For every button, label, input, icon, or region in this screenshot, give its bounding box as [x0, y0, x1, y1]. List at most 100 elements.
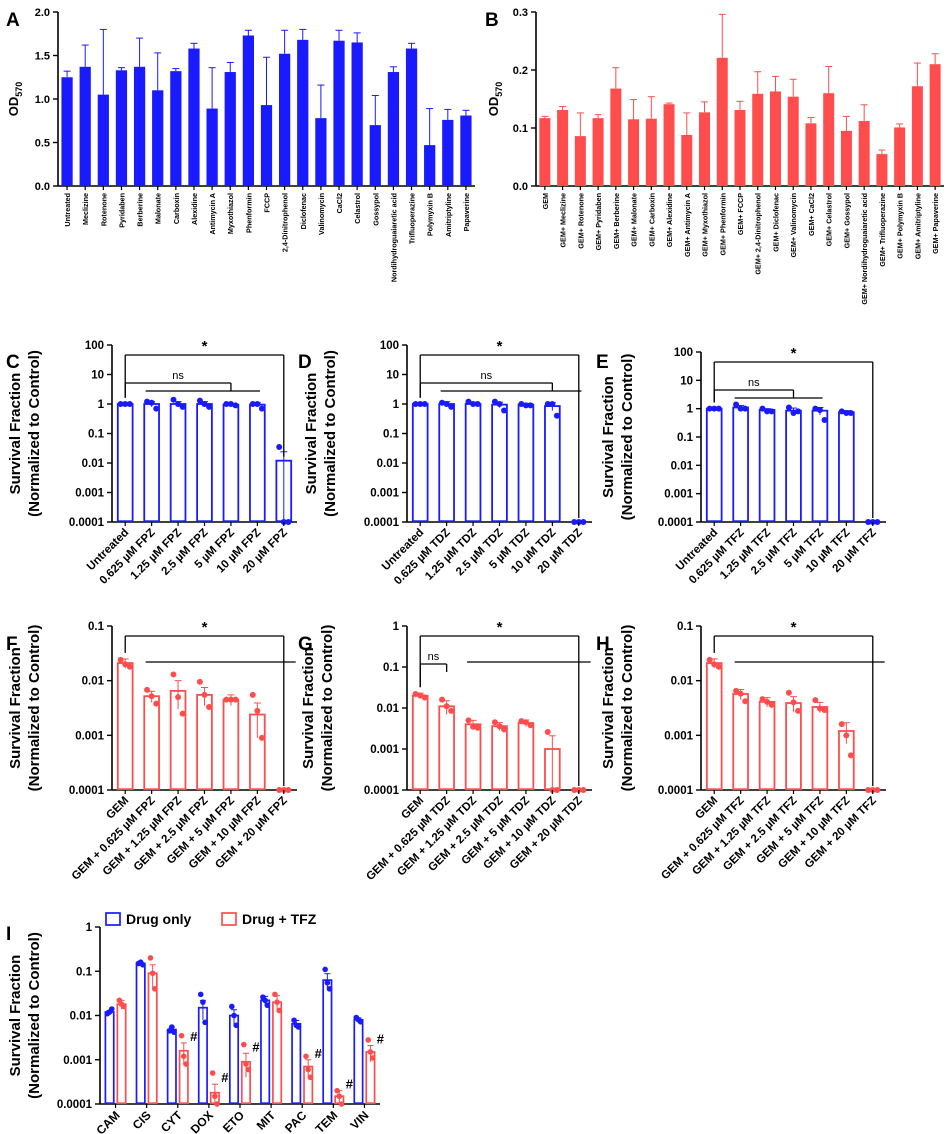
- bar: [222, 403, 240, 523]
- y-axis-label: Survival Fraction: [300, 647, 317, 769]
- significance-mark: #: [221, 1070, 229, 1085]
- bar: [442, 119, 454, 186]
- data-point: [501, 407, 508, 414]
- data-point: [790, 410, 797, 417]
- x-tick-label: Myxothiazol: [226, 193, 235, 234]
- x-tick-label: CYT: [158, 1108, 185, 1134]
- x-tick-label: ETO: [220, 1108, 247, 1134]
- y-axis-label-subscript: 570: [14, 82, 24, 97]
- y-tick-label: 0.5: [35, 138, 50, 150]
- bar: [544, 405, 561, 523]
- y-tick-label: 0.1: [383, 429, 400, 441]
- bar: [116, 403, 134, 523]
- panel-F: F 0.0001 0.001 0.01 0.1 Survival Fraction (Nor…: [6, 619, 297, 883]
- bar: [424, 145, 436, 186]
- y-tick-label: 0.001: [63, 1055, 92, 1067]
- bar: [716, 57, 728, 186]
- data-point: [417, 692, 424, 699]
- significance-label: ns: [748, 377, 760, 389]
- y-tick-label: 1.5: [35, 51, 50, 63]
- data-point: [785, 404, 792, 411]
- data-point: [223, 401, 230, 407]
- y-axis-label: Survival Fraction: [600, 647, 617, 769]
- data-point: [144, 686, 151, 693]
- y-axis-label: OD570: [486, 82, 504, 117]
- bar: [491, 725, 508, 791]
- y-axis-label-secondary: (Normalized to Control): [319, 625, 336, 792]
- data-point: [229, 1003, 235, 1010]
- data-point: [715, 405, 722, 412]
- data-point: [108, 1006, 115, 1012]
- data-point: [553, 787, 560, 793]
- x-tick-label: GEM+ Malonate: [630, 193, 639, 247]
- y-axis-label-secondary: (Normalized to Control): [619, 354, 636, 521]
- y-tick-label: 1.0: [35, 94, 50, 106]
- y-tick-label: 0.01: [82, 458, 105, 470]
- panel-I: I 0.0001 0.001 0.01 0.1 1 Survival Fraction (No…: [6, 911, 385, 1134]
- bar: [224, 72, 236, 186]
- data-point: [122, 661, 129, 668]
- data-point: [549, 401, 556, 407]
- data-point: [527, 722, 534, 729]
- data-point: [367, 1049, 374, 1055]
- bar: [732, 693, 749, 791]
- significance-label: *: [497, 619, 503, 636]
- bar: [351, 42, 363, 187]
- y-axis-label-main: OD: [486, 97, 501, 117]
- y-tick-label: 0.001: [370, 744, 399, 756]
- data-point: [544, 728, 551, 735]
- x-tick-label: Meclizine: [81, 193, 90, 225]
- data-point: [443, 401, 450, 407]
- significance-label: ns: [172, 370, 184, 382]
- data-point: [733, 687, 740, 694]
- data-point: [285, 787, 292, 793]
- data-point: [305, 1066, 312, 1073]
- y-tick-label: 0.0: [513, 181, 528, 193]
- bar: [645, 118, 657, 186]
- bar: [249, 403, 266, 523]
- x-tick-label: GEM+ Antimycin A: [683, 193, 692, 257]
- x-tick-label: GEM+ Polymyxin B: [896, 193, 905, 259]
- data-point: [303, 1053, 309, 1060]
- data-point: [175, 694, 182, 701]
- bar: [79, 66, 91, 186]
- y-axis-label: OD570: [6, 82, 24, 117]
- data-point: [254, 401, 261, 407]
- bar: [260, 105, 273, 186]
- x-tick-label: Malonate: [154, 193, 163, 224]
- x-tick-label: Berberine: [136, 193, 145, 227]
- data-point: [179, 403, 186, 410]
- data-point: [795, 707, 802, 714]
- data-point: [706, 405, 713, 412]
- data-point: [412, 401, 419, 407]
- x-tick-label: Diclofenac: [299, 193, 308, 229]
- bar: [732, 406, 749, 523]
- y-axis-label: Survival Fraction: [7, 955, 24, 1077]
- data-point: [227, 696, 234, 703]
- data-point: [843, 732, 850, 739]
- data-point: [338, 1101, 345, 1107]
- x-tick-label: Trifluoperazine: [408, 193, 417, 244]
- y-axis-label-subscript: 570: [494, 82, 504, 97]
- data-point: [245, 1066, 251, 1073]
- bar: [464, 723, 482, 791]
- bar: [610, 88, 622, 186]
- y-axis-label-secondary: (Normalized to Control): [26, 625, 43, 792]
- x-tick-label: GEM+ Nordihydroguaiaretic acid: [860, 193, 869, 305]
- x-tick-label: Carboxin: [172, 193, 181, 224]
- y-tick-label: 100: [674, 347, 693, 359]
- y-tick-label: 0.1: [76, 966, 93, 978]
- data-point: [120, 1003, 127, 1010]
- data-point: [258, 405, 265, 412]
- data-point: [262, 997, 268, 1004]
- data-point: [169, 1024, 175, 1030]
- y-tick-label: 1: [86, 922, 93, 934]
- y-tick-label: 1: [393, 399, 400, 411]
- data-point: [179, 710, 186, 717]
- y-tick-label: 0.3: [513, 7, 528, 19]
- bar: [517, 722, 535, 791]
- y-axis-label: Survival Fraction: [600, 376, 617, 498]
- bar: [272, 1001, 283, 1105]
- x-tick-label: Papaverine: [462, 193, 471, 231]
